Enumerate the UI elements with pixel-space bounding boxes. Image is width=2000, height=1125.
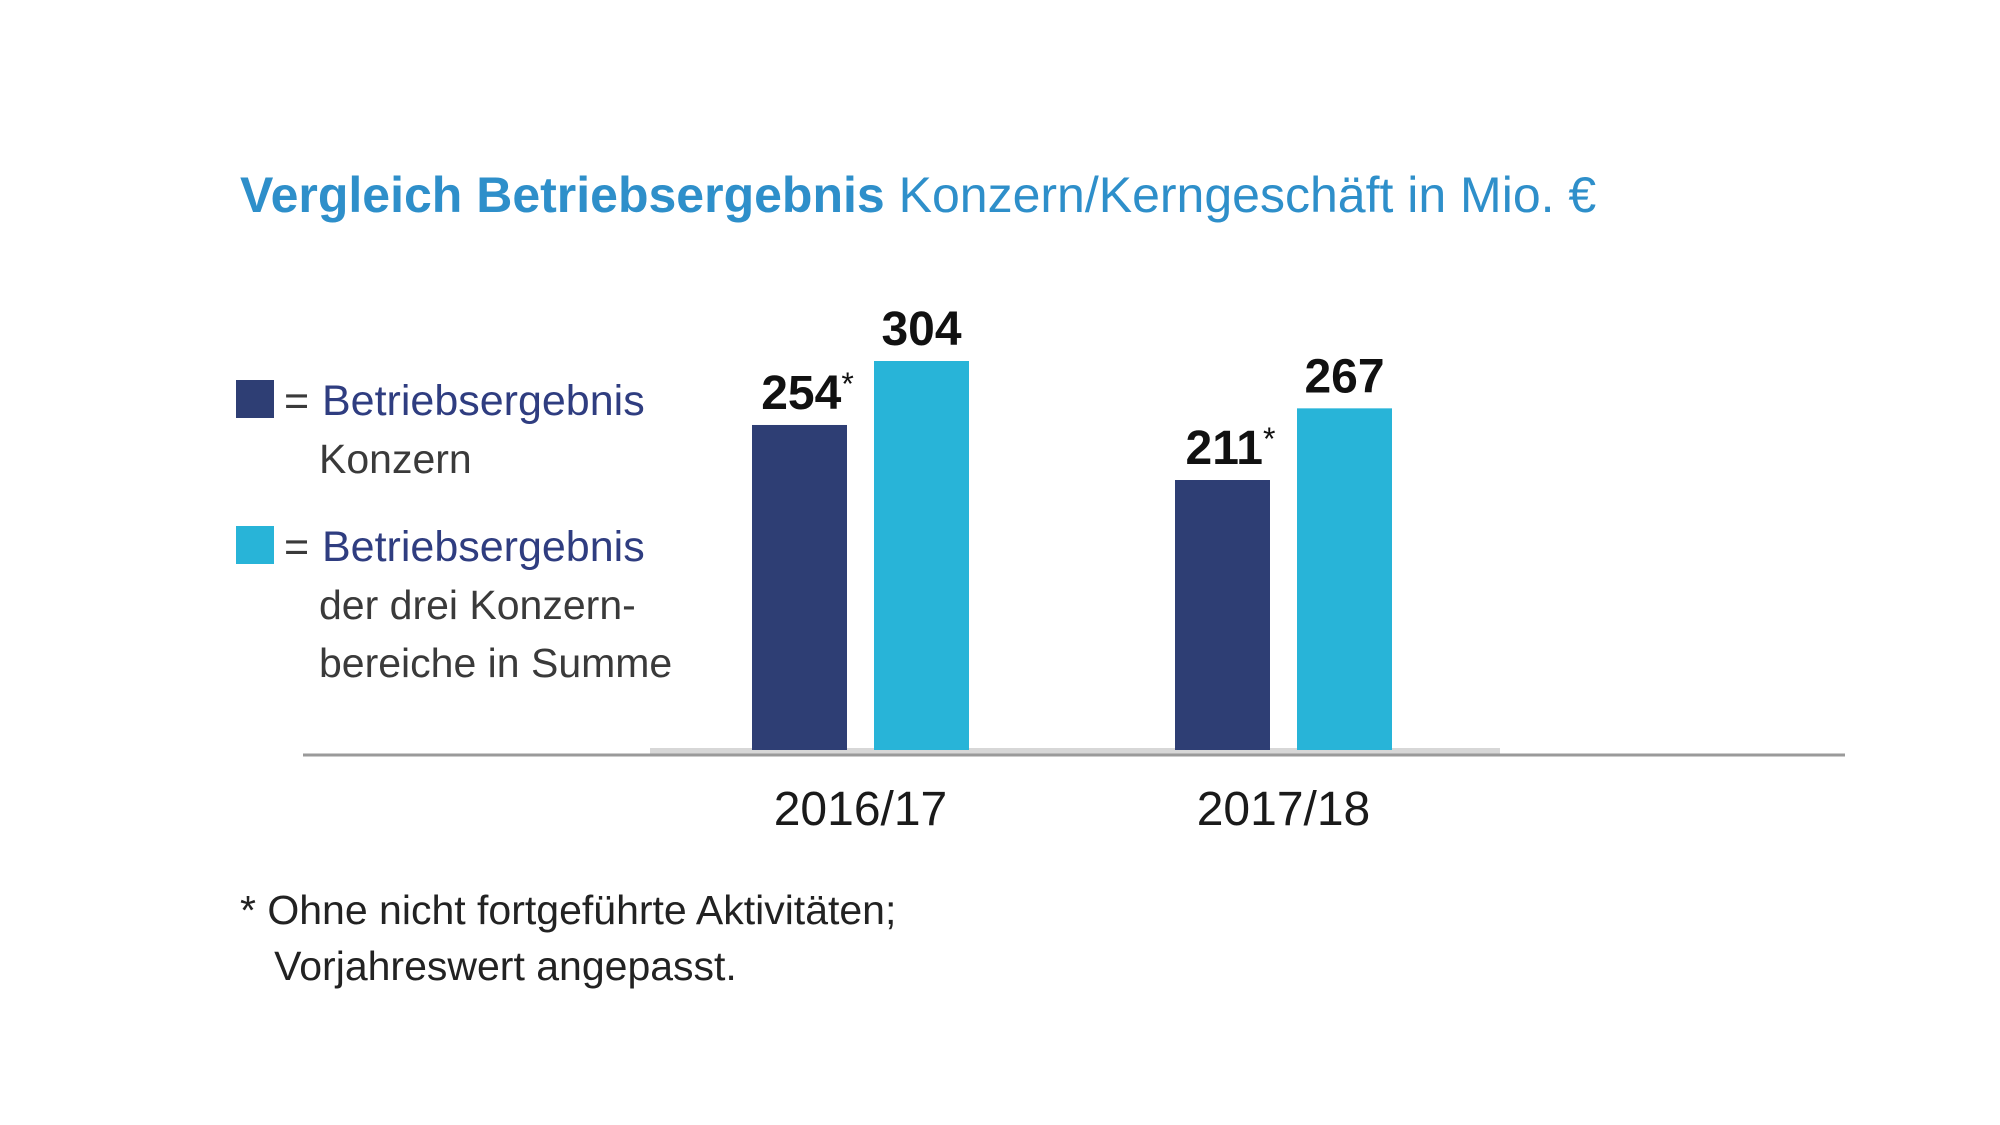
footnote-marker: * [841,366,853,402]
data-label-konzernbereiche-2017-18: 267 [1304,350,1384,403]
x-tick-label-2017-18: 2017/18 [1197,783,1371,836]
data-label-konzern-2016-17: 254* [761,366,854,420]
legend-heading-konzernbereiche: Betriebsergebnis [322,523,645,571]
legend-equals-konzern: = [284,377,310,425]
bar-konzernbereiche-2017-18 [1297,408,1392,750]
legend-heading-konzern: Betriebsergebnis [322,377,645,425]
data-label-konzern-2017-18: 211* [1186,421,1276,475]
legend-swatch-konzern [236,380,274,418]
chart-title: Vergleich Betriebsergebnis Konzern/Kerng… [240,166,1596,224]
legend-subtext-konzernbereiche: der drei Konzern- bereiche in Summe [319,582,673,686]
legend-item-konzernbereiche: = Betriebsergebnis der drei Konzern- ber… [236,518,736,692]
legend-subtext-konzern: Konzern [319,436,472,482]
bar-konzernbereiche-2016-17 [874,361,969,750]
legend-equals-konzernbereiche: = [284,523,310,571]
chart-title-bold: Vergleich Betriebsergebnis [240,167,885,223]
chart-title-rest: Konzern/Kerngeschäft in Mio. € [898,167,1597,223]
footnote: * Ohne nicht fortgeführte Aktivitäten; V… [240,887,897,989]
legend-swatch-konzernbereiche [236,526,274,564]
data-label-konzernbereiche-2016-17: 304 [881,303,961,356]
legend: = Betriebsergebnis Konzern = Betriebserg… [236,372,736,722]
footnote-marker: * [1263,421,1275,457]
legend-item-konzern: = Betriebsergebnis Konzern [236,372,736,488]
bar-konzern-2016-17 [752,424,847,750]
bar-konzern-2017-18 [1175,480,1270,750]
x-tick-label-2016-17: 2016/17 [774,783,948,836]
